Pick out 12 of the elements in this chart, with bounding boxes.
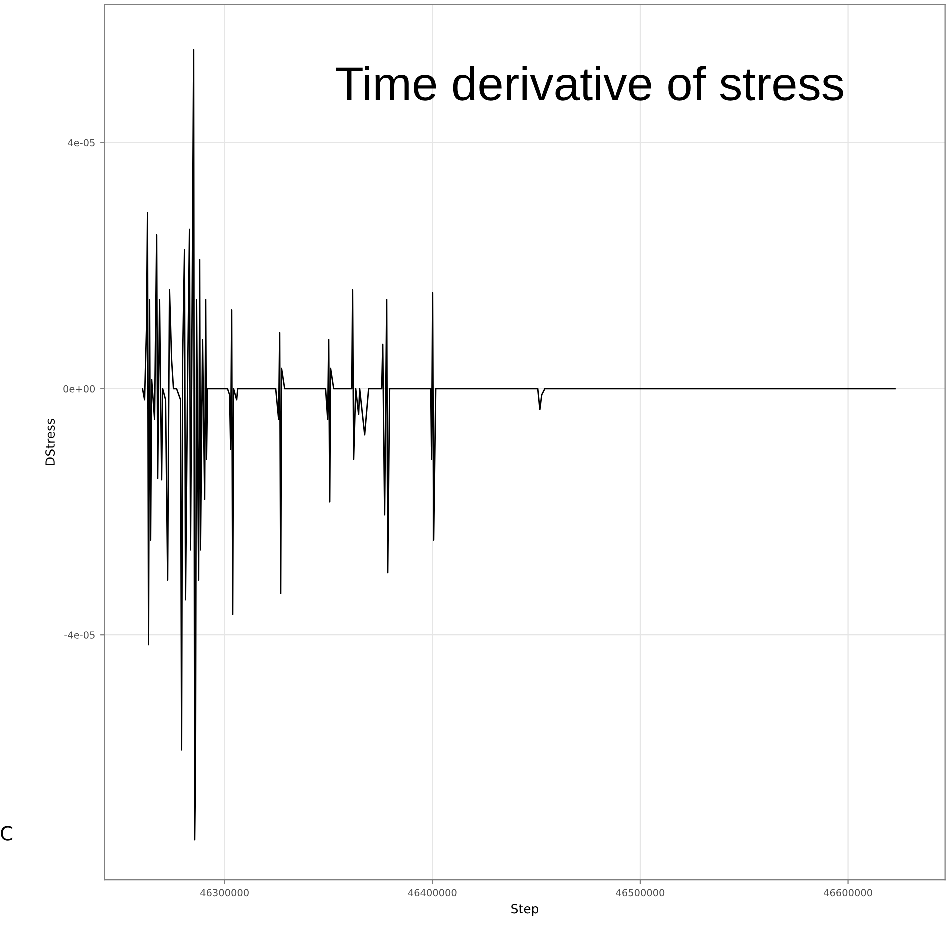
y-tick-label: 4e-05 (68, 139, 95, 147)
y-tick-label: 0e+00 (64, 385, 96, 393)
x-tick-label: 46500000 (616, 889, 665, 897)
x-tick-label: 46600000 (824, 889, 872, 897)
text: C (1, 826, 13, 841)
text: Time derivative of stress (336, 66, 844, 101)
x-tick-label: 46400000 (408, 889, 457, 897)
y-tick-label: -4e-05 (64, 632, 95, 639)
x-tick-label: 46300000 (200, 889, 249, 897)
x-axis-title: Step (512, 904, 539, 916)
y-axis-title: DStress (46, 419, 56, 466)
line-series (142, 49, 896, 841)
